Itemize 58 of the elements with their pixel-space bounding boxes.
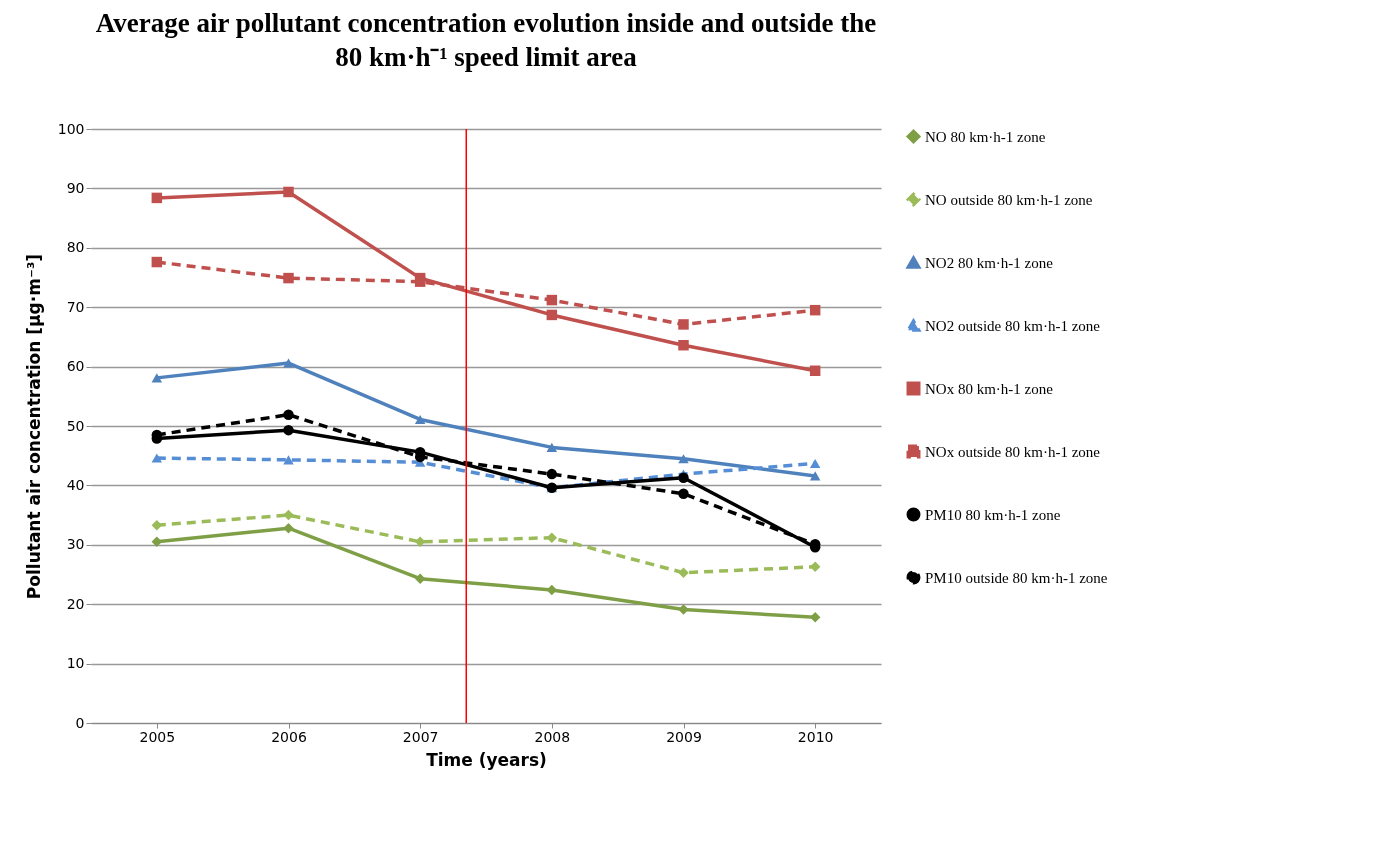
point: [546, 309, 558, 321]
x-tick-label: 2005: [139, 728, 176, 745]
point: [283, 424, 294, 436]
y-tick-label: 0: [75, 714, 85, 731]
legend-label: NO2 80 km·h-1 zone: [925, 254, 1054, 271]
y-tick-label: 100: [57, 120, 85, 137]
x-tick-label: 2006: [271, 728, 307, 745]
x-tick-label: 2010: [797, 728, 834, 745]
point: [151, 453, 163, 463]
point: [678, 604, 689, 615]
point: [283, 455, 294, 465]
x-axis-title: Time (years): [426, 749, 547, 770]
chart-title: Average air pollutant concentration evolution inside and outside the 80 km·h⁻¹ speed limit area: [95, 8, 877, 72]
point: [283, 358, 294, 368]
y-axis-title: Pollutant air concentration [µg·m⁻³]: [23, 253, 44, 600]
point: [546, 468, 558, 480]
point: [414, 573, 426, 584]
x-tick-label: 2007: [402, 728, 439, 745]
point: [678, 319, 689, 330]
legend-label: NO2 outside 80 km·h-1 zone: [925, 317, 1101, 334]
point: [809, 304, 821, 316]
point: [283, 522, 294, 534]
point: [151, 256, 163, 268]
x-tick-label: 2008: [534, 728, 571, 745]
legend-label: NOx outside 80 km·h-1 zone: [925, 443, 1101, 460]
legend-label: NOx 80 km·h-1 zone: [925, 380, 1054, 397]
point: [283, 509, 294, 521]
y-tick-label: 20: [66, 595, 85, 612]
y-tick-label: 50: [66, 417, 85, 434]
point: [678, 567, 689, 578]
legend-label: PM10 80 km·h-1 zone: [925, 506, 1061, 523]
point: [283, 186, 294, 198]
point: [678, 454, 689, 464]
point: [809, 458, 821, 468]
point: [678, 339, 689, 351]
y-tick-label: 40: [66, 476, 85, 493]
point: [414, 414, 426, 425]
point: [283, 272, 294, 284]
point: [151, 192, 163, 204]
y-tick-label: 10: [66, 655, 85, 672]
y-tick-label: 60: [66, 358, 85, 375]
point: [809, 471, 821, 481]
point: [809, 365, 821, 376]
point: [546, 442, 558, 452]
point: [678, 488, 689, 499]
y-tick-label: 80: [66, 239, 85, 256]
point: [151, 373, 163, 383]
y-tick-label: 30: [66, 536, 85, 553]
point: [546, 294, 558, 306]
legend-label: NO outside 80 km·h-1 zone: [925, 191, 1093, 208]
x-tick-label: 2009: [666, 728, 702, 745]
legend-label: NO 80 km·h-1 zone: [925, 128, 1046, 145]
point: [414, 276, 426, 287]
y-tick-label: 70: [66, 298, 85, 315]
legend-label: PM10 outside 80 km·h-1 zone: [925, 569, 1108, 586]
y-tick-label: 90: [66, 179, 85, 196]
point: [283, 409, 294, 420]
point: [678, 472, 689, 483]
